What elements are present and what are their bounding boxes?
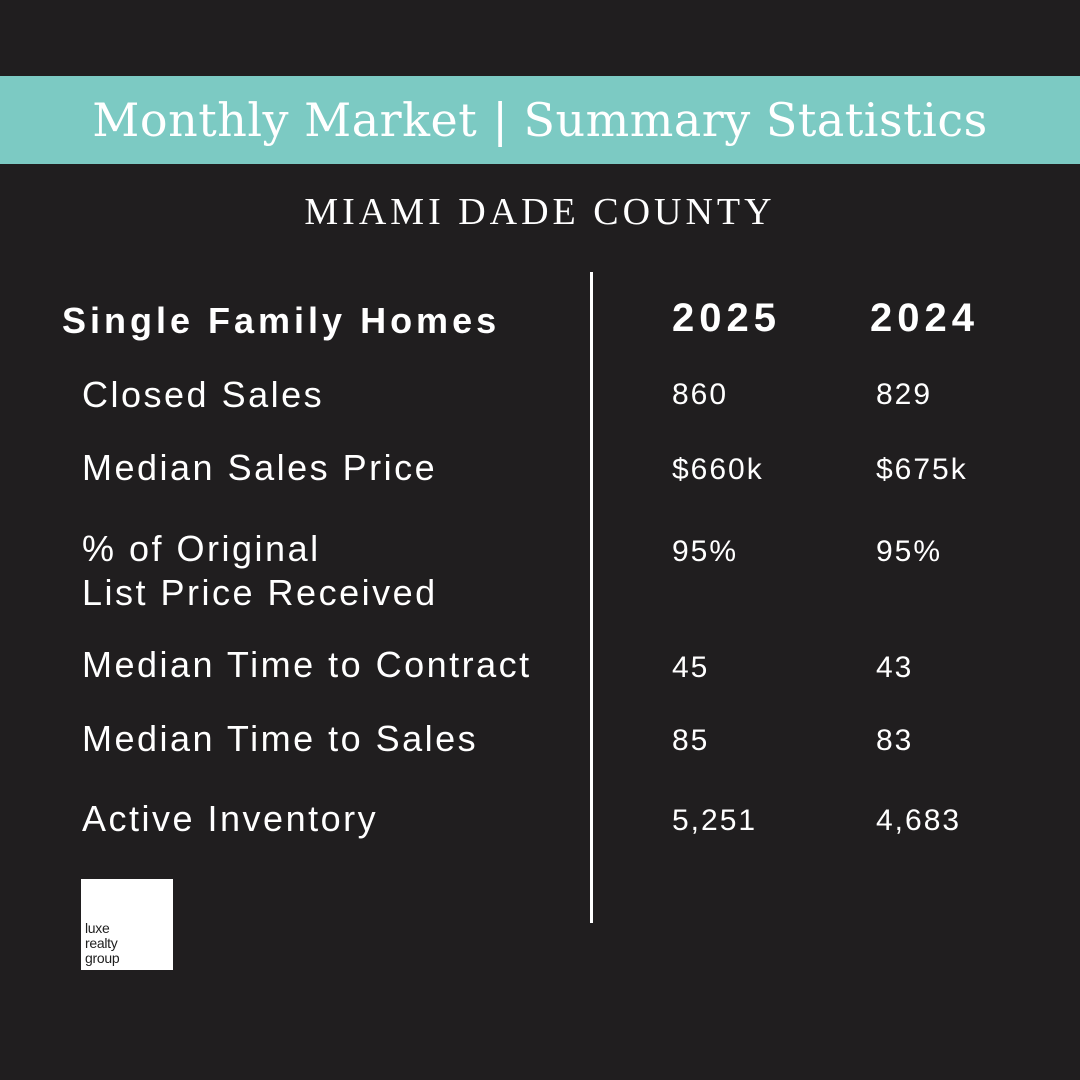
row-label-median-time-contract: Median Time to Contract — [82, 644, 532, 685]
median-time-contract-2024: 43 — [876, 651, 914, 684]
logo-line-group: group — [85, 950, 120, 966]
median-time-contract-2025: 45 — [672, 651, 710, 684]
median-sales-price-2025: $660k — [672, 453, 764, 486]
median-time-sales-2025: 85 — [672, 724, 710, 757]
row-label-pct-original-line2: List Price Received — [82, 572, 438, 613]
title-banner: Monthly Market | Summary Statistics — [0, 76, 1080, 164]
closed-sales-2024: 829 — [876, 378, 933, 411]
median-time-sales-2024: 83 — [876, 724, 914, 757]
logo-line-realty: realty — [85, 935, 118, 951]
column-header-2025: 2025 — [672, 296, 781, 340]
row-label-closed-sales: Closed Sales — [82, 374, 325, 415]
pct-original-2024: 95% — [876, 535, 943, 568]
row-label-pct-original-line1: % of Original — [82, 528, 321, 569]
closed-sales-2025: 860 — [672, 378, 729, 411]
row-label-active-inventory: Active Inventory — [82, 798, 379, 839]
median-sales-price-2024: $675k — [876, 453, 968, 486]
active-inventory-2024: 4,683 — [876, 804, 962, 837]
active-inventory-2025: 5,251 — [672, 804, 758, 837]
column-header-2024: 2024 — [870, 296, 979, 340]
page-title: Monthly Market | Summary Statistics — [92, 93, 988, 147]
pct-original-2025: 95% — [672, 535, 739, 568]
county-name: MIAMI DADE COUNTY — [304, 191, 776, 233]
logo-line-luxe: luxe — [85, 920, 110, 936]
row-label-median-sales-price: Median Sales Price — [82, 447, 438, 488]
section-title: Single Family Homes — [62, 300, 501, 341]
luxe-realty-group-logo: luxe realty group — [81, 879, 173, 970]
column-divider — [590, 272, 593, 923]
logo-wordmark: luxe realty group — [85, 920, 120, 966]
row-label-median-time-sales: Median Time to Sales — [82, 718, 479, 759]
